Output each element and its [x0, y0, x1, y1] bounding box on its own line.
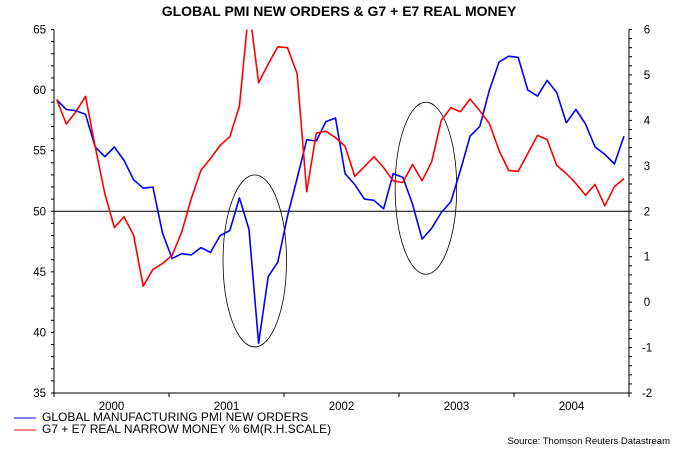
source-note: Source: Thomson Reuters Datastream — [508, 436, 671, 447]
right-tick-label: 3 — [644, 161, 650, 173]
right-tick-label: 4 — [644, 115, 651, 127]
right-tick-label: -2 — [642, 388, 652, 400]
left-tick-label: 60 — [33, 85, 46, 97]
right-tick-label: 0 — [644, 297, 650, 309]
right-tick-label: 5 — [644, 70, 650, 82]
annotations — [222, 101, 458, 348]
series-lines — [55, 29, 625, 345]
x-tick-label: 2002 — [329, 401, 355, 413]
left-tick-label: 65 — [33, 25, 46, 37]
x-tick-label: 2004 — [559, 401, 585, 413]
annotation-ellipse-1 — [222, 174, 287, 348]
right-tick-label: 2 — [644, 206, 650, 218]
chart-title: GLOBAL PMI NEW ORDERS & G7 + E7 REAL MON… — [162, 3, 517, 19]
left-tick-label: 40 — [33, 327, 46, 339]
left-tick-label: 50 — [33, 206, 46, 218]
annotation-ellipse-2 — [394, 101, 458, 275]
left-tick-label: 35 — [33, 388, 46, 400]
pmi-series-line — [56, 55, 625, 345]
x-tick-label: 2003 — [444, 401, 470, 413]
legend-label-pmi: GLOBAL MANUFACTURING PMI NEW ORDERS — [42, 410, 308, 424]
x-tick-label: 2001 — [214, 401, 240, 413]
legend-label-money: G7 + E7 REAL NARROW MONEY % 6M(R.H.SCALE… — [42, 422, 331, 436]
right-tick-label: 1 — [644, 252, 650, 264]
x-tick-label: 2000 — [99, 401, 125, 413]
left-tick-label: 55 — [33, 146, 46, 158]
money-series-line — [55, 29, 625, 288]
left-tick-label: 45 — [33, 267, 46, 279]
right-tick-label: -1 — [642, 343, 652, 355]
legend: GLOBAL MANUFACTURING PMI NEW ORDERS G7 +… — [14, 410, 331, 436]
right-tick-label: 6 — [644, 25, 650, 37]
